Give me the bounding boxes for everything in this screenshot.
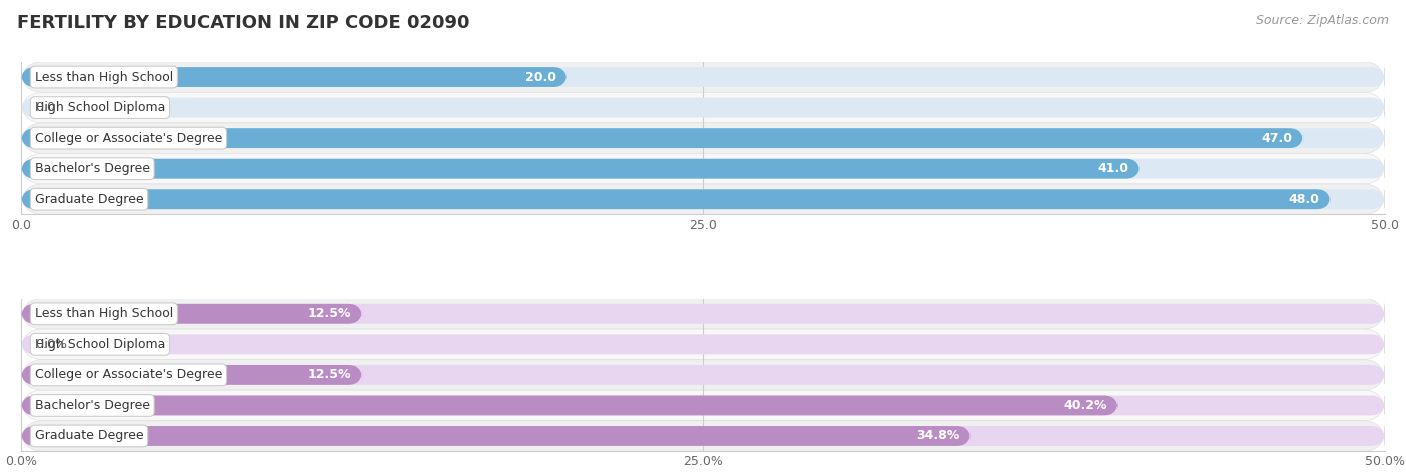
Text: High School Diploma: High School Diploma — [35, 338, 165, 351]
Text: Graduate Degree: Graduate Degree — [35, 429, 143, 443]
FancyBboxPatch shape — [21, 360, 1385, 390]
Text: Less than High School: Less than High School — [35, 70, 173, 84]
FancyBboxPatch shape — [21, 304, 363, 323]
Text: Source: ZipAtlas.com: Source: ZipAtlas.com — [1256, 14, 1389, 27]
FancyBboxPatch shape — [21, 396, 1118, 415]
FancyBboxPatch shape — [21, 159, 1385, 179]
FancyBboxPatch shape — [21, 98, 1385, 117]
Text: 40.2%: 40.2% — [1063, 399, 1107, 412]
FancyBboxPatch shape — [21, 365, 1385, 385]
FancyBboxPatch shape — [21, 159, 1139, 179]
FancyBboxPatch shape — [21, 298, 1385, 329]
FancyBboxPatch shape — [21, 62, 1385, 92]
Text: Bachelor's Degree: Bachelor's Degree — [35, 399, 149, 412]
FancyBboxPatch shape — [21, 426, 1385, 446]
FancyBboxPatch shape — [21, 304, 1385, 323]
Text: 12.5%: 12.5% — [308, 369, 352, 381]
Text: High School Diploma: High School Diploma — [35, 101, 165, 114]
FancyBboxPatch shape — [21, 128, 1303, 148]
Text: 12.5%: 12.5% — [308, 307, 352, 320]
Text: Less than High School: Less than High School — [35, 307, 173, 320]
FancyBboxPatch shape — [21, 67, 567, 87]
Text: FERTILITY BY EDUCATION IN ZIP CODE 02090: FERTILITY BY EDUCATION IN ZIP CODE 02090 — [17, 14, 470, 32]
Text: 41.0: 41.0 — [1098, 162, 1129, 175]
Text: College or Associate's Degree: College or Associate's Degree — [35, 369, 222, 381]
FancyBboxPatch shape — [21, 153, 1385, 184]
Text: 0.0: 0.0 — [35, 101, 55, 114]
Text: College or Associate's Degree: College or Associate's Degree — [35, 132, 222, 144]
FancyBboxPatch shape — [21, 426, 970, 446]
FancyBboxPatch shape — [21, 190, 1330, 209]
Text: 34.8%: 34.8% — [917, 429, 959, 443]
Text: 0.0%: 0.0% — [35, 338, 66, 351]
FancyBboxPatch shape — [21, 390, 1385, 421]
Text: 48.0: 48.0 — [1288, 193, 1319, 206]
FancyBboxPatch shape — [21, 190, 1385, 209]
FancyBboxPatch shape — [21, 365, 363, 385]
FancyBboxPatch shape — [21, 92, 1385, 123]
FancyBboxPatch shape — [21, 184, 1385, 215]
FancyBboxPatch shape — [21, 128, 1385, 148]
FancyBboxPatch shape — [21, 421, 1385, 451]
Text: 20.0: 20.0 — [524, 70, 555, 84]
FancyBboxPatch shape — [21, 334, 1385, 354]
FancyBboxPatch shape — [21, 329, 1385, 360]
Text: Graduate Degree: Graduate Degree — [35, 193, 143, 206]
Text: 47.0: 47.0 — [1261, 132, 1292, 144]
FancyBboxPatch shape — [21, 123, 1385, 153]
FancyBboxPatch shape — [21, 396, 1385, 415]
Text: Bachelor's Degree: Bachelor's Degree — [35, 162, 149, 175]
FancyBboxPatch shape — [21, 67, 1385, 87]
